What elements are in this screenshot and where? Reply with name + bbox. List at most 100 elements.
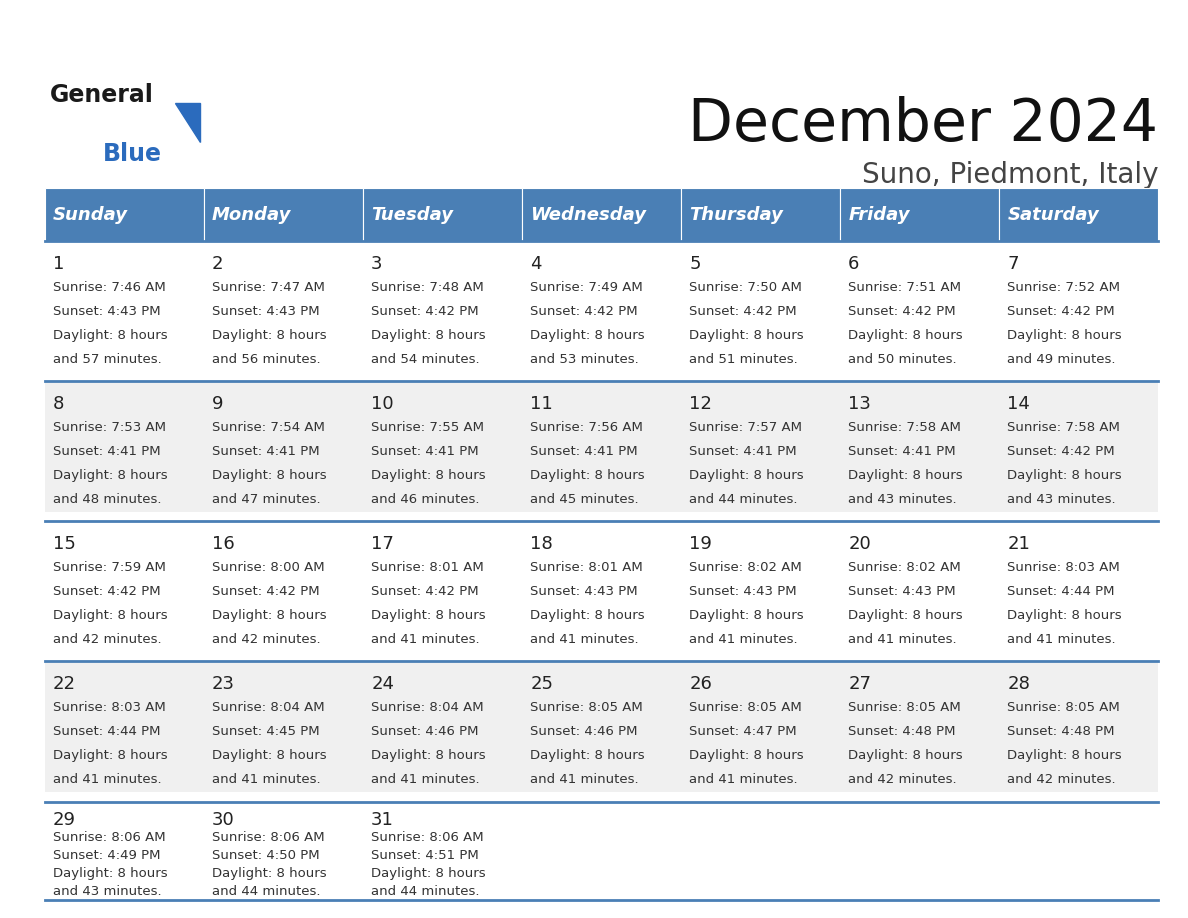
Text: Sunrise: 7:50 AM: Sunrise: 7:50 AM	[689, 281, 802, 294]
Text: Sunset: 4:42 PM: Sunset: 4:42 PM	[371, 305, 479, 318]
Text: Sunrise: 7:56 AM: Sunrise: 7:56 AM	[530, 420, 643, 433]
Text: Sunset: 4:41 PM: Sunset: 4:41 PM	[848, 445, 956, 458]
Text: Daylight: 8 hours: Daylight: 8 hours	[689, 329, 804, 342]
Text: Sunset: 4:46 PM: Sunset: 4:46 PM	[371, 725, 479, 738]
Text: 2: 2	[213, 254, 223, 273]
Text: Daylight: 8 hours: Daylight: 8 hours	[1007, 610, 1121, 622]
Text: Friday: Friday	[848, 206, 910, 224]
Text: Sunset: 4:41 PM: Sunset: 4:41 PM	[530, 445, 638, 458]
Text: and 44 minutes.: and 44 minutes.	[689, 493, 797, 507]
Text: 1: 1	[53, 254, 64, 273]
Text: 19: 19	[689, 534, 712, 553]
Text: and 41 minutes.: and 41 minutes.	[371, 773, 480, 787]
Text: Sunset: 4:41 PM: Sunset: 4:41 PM	[213, 445, 320, 458]
Text: Sunrise: 7:57 AM: Sunrise: 7:57 AM	[689, 420, 802, 433]
Bar	[45, 382, 1158, 512]
Bar	[840, 188, 999, 241]
Text: Daylight: 8 hours: Daylight: 8 hours	[530, 469, 645, 482]
Text: 6: 6	[848, 254, 860, 273]
Text: 21: 21	[1007, 534, 1030, 553]
Text: Sunrise: 8:02 AM: Sunrise: 8:02 AM	[848, 561, 961, 574]
Text: Sunrise: 7:53 AM: Sunrise: 7:53 AM	[53, 420, 166, 433]
Text: 3: 3	[371, 254, 383, 273]
Bar	[364, 188, 523, 241]
Bar	[204, 188, 364, 241]
Text: Daylight: 8 hours: Daylight: 8 hours	[53, 749, 168, 762]
Text: Sunrise: 8:00 AM: Sunrise: 8:00 AM	[213, 561, 324, 574]
Text: Sunset: 4:47 PM: Sunset: 4:47 PM	[689, 725, 797, 738]
Text: Thursday: Thursday	[689, 206, 783, 224]
Text: and 43 minutes.: and 43 minutes.	[848, 493, 956, 507]
Text: and 50 minutes.: and 50 minutes.	[848, 353, 956, 366]
Text: and 43 minutes.: and 43 minutes.	[53, 886, 162, 899]
Text: Sunset: 4:50 PM: Sunset: 4:50 PM	[213, 849, 320, 862]
Text: December 2024: December 2024	[688, 96, 1158, 153]
Bar	[681, 188, 840, 241]
Text: Daylight: 8 hours: Daylight: 8 hours	[530, 749, 645, 762]
Text: Sunrise: 7:49 AM: Sunrise: 7:49 AM	[530, 281, 643, 294]
Text: and 56 minutes.: and 56 minutes.	[213, 353, 321, 366]
Text: Monday: Monday	[213, 206, 291, 224]
Text: Sunset: 4:42 PM: Sunset: 4:42 PM	[1007, 445, 1114, 458]
Text: Sunset: 4:43 PM: Sunset: 4:43 PM	[530, 585, 638, 598]
Text: Sunrise: 7:58 AM: Sunrise: 7:58 AM	[848, 420, 961, 433]
Text: and 41 minutes.: and 41 minutes.	[371, 633, 480, 646]
Text: and 57 minutes.: and 57 minutes.	[53, 353, 162, 366]
Bar	[999, 188, 1158, 241]
Text: Daylight: 8 hours: Daylight: 8 hours	[213, 610, 327, 622]
Text: and 41 minutes.: and 41 minutes.	[530, 773, 639, 787]
Text: 16: 16	[213, 534, 235, 553]
Text: Daylight: 8 hours: Daylight: 8 hours	[1007, 329, 1121, 342]
Text: Sunrise: 8:06 AM: Sunrise: 8:06 AM	[53, 831, 165, 844]
Text: Sunset: 4:41 PM: Sunset: 4:41 PM	[53, 445, 160, 458]
Text: 14: 14	[1007, 395, 1030, 412]
Bar	[45, 188, 204, 241]
Text: Sunset: 4:42 PM: Sunset: 4:42 PM	[53, 585, 160, 598]
Text: Sunset: 4:42 PM: Sunset: 4:42 PM	[530, 305, 638, 318]
Text: and 44 minutes.: and 44 minutes.	[371, 886, 480, 899]
Text: and 42 minutes.: and 42 minutes.	[53, 633, 162, 646]
Text: and 49 minutes.: and 49 minutes.	[1007, 353, 1116, 366]
Bar	[45, 521, 1158, 653]
Text: Daylight: 8 hours: Daylight: 8 hours	[371, 610, 486, 622]
Text: and 54 minutes.: and 54 minutes.	[371, 353, 480, 366]
Text: 8: 8	[53, 395, 64, 412]
Text: Sunset: 4:43 PM: Sunset: 4:43 PM	[213, 305, 320, 318]
Text: Sunrise: 7:47 AM: Sunrise: 7:47 AM	[213, 281, 326, 294]
Text: Sunrise: 8:05 AM: Sunrise: 8:05 AM	[848, 700, 961, 713]
Text: 24: 24	[371, 675, 394, 692]
Text: Daylight: 8 hours: Daylight: 8 hours	[371, 868, 486, 880]
Bar	[45, 662, 1158, 792]
Text: Sunset: 4:46 PM: Sunset: 4:46 PM	[530, 725, 638, 738]
Polygon shape	[175, 103, 200, 142]
Text: 23: 23	[213, 675, 235, 692]
Bar	[45, 241, 1158, 373]
Text: Daylight: 8 hours: Daylight: 8 hours	[371, 749, 486, 762]
Text: Sunset: 4:48 PM: Sunset: 4:48 PM	[848, 725, 955, 738]
Text: 10: 10	[371, 395, 393, 412]
Text: Tuesday: Tuesday	[371, 206, 453, 224]
Text: Daylight: 8 hours: Daylight: 8 hours	[848, 329, 962, 342]
Text: Sunset: 4:42 PM: Sunset: 4:42 PM	[371, 585, 479, 598]
Text: and 41 minutes.: and 41 minutes.	[848, 633, 956, 646]
Bar	[45, 801, 1158, 900]
Text: Sunday: Sunday	[53, 206, 128, 224]
Text: Sunrise: 7:51 AM: Sunrise: 7:51 AM	[848, 281, 961, 294]
Text: Daylight: 8 hours: Daylight: 8 hours	[689, 749, 804, 762]
Text: Sunrise: 8:04 AM: Sunrise: 8:04 AM	[213, 700, 324, 713]
Text: Daylight: 8 hours: Daylight: 8 hours	[848, 610, 962, 622]
Text: and 53 minutes.: and 53 minutes.	[530, 353, 639, 366]
Text: Sunset: 4:41 PM: Sunset: 4:41 PM	[689, 445, 797, 458]
Text: Daylight: 8 hours: Daylight: 8 hours	[1007, 469, 1121, 482]
Text: and 42 minutes.: and 42 minutes.	[1007, 773, 1116, 787]
Text: Sunrise: 8:05 AM: Sunrise: 8:05 AM	[530, 700, 643, 713]
Text: Daylight: 8 hours: Daylight: 8 hours	[213, 749, 327, 762]
Text: Saturday: Saturday	[1007, 206, 1099, 224]
Text: Sunset: 4:44 PM: Sunset: 4:44 PM	[53, 725, 160, 738]
Text: Sunrise: 7:59 AM: Sunrise: 7:59 AM	[53, 561, 166, 574]
Text: Daylight: 8 hours: Daylight: 8 hours	[848, 469, 962, 482]
Text: Sunrise: 7:52 AM: Sunrise: 7:52 AM	[1007, 281, 1120, 294]
Text: and 42 minutes.: and 42 minutes.	[213, 633, 321, 646]
Text: 9: 9	[213, 395, 223, 412]
Text: Sunrise: 8:06 AM: Sunrise: 8:06 AM	[371, 831, 484, 844]
